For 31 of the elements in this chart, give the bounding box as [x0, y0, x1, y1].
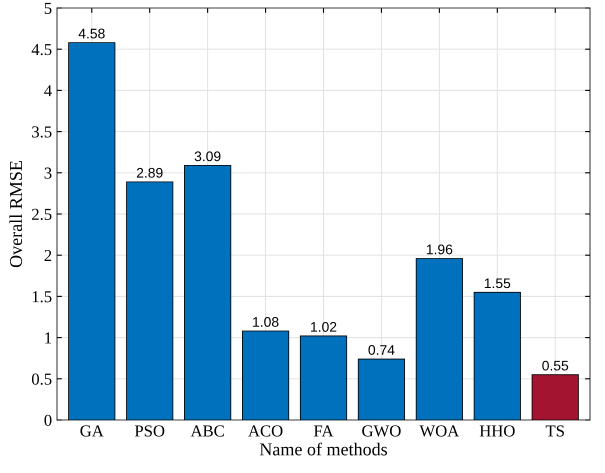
y-tick-label: 3 [44, 168, 52, 179]
data-label: 2.89 [136, 168, 163, 178]
x-tick-label: GWO [362, 425, 401, 437]
data-label: 1.55 [484, 278, 510, 288]
y-tick-label: 1.5 [32, 291, 52, 302]
y-tick-label: 1 [45, 332, 52, 344]
x-tick-label: ACO [248, 425, 282, 437]
data-label: 1.02 [311, 322, 336, 332]
y-tick-label: 4 [44, 85, 52, 96]
y-tick-label: 0.5 [32, 374, 52, 385]
y-tick-label: 2 [44, 250, 52, 261]
data-label: 1.08 [253, 317, 278, 327]
x-tick-label: HHO [480, 425, 515, 437]
y-axis-title: Overall RMSE [9, 160, 22, 268]
x-tick-label: PSO [134, 425, 164, 437]
y-tick-label: 4.5 [32, 44, 52, 56]
x-tick-label: TS [546, 425, 564, 437]
x-tick-label: WOA [419, 425, 460, 437]
data-label: 4.58 [78, 28, 105, 38]
data-label: 0.74 [368, 345, 395, 355]
y-tick-label: 0 [44, 414, 52, 426]
y-tick-label: 3.5 [32, 126, 52, 138]
y-tick-label: 2.5 [32, 208, 52, 220]
x-tick-label: ABC [190, 425, 224, 437]
data-label: 0.55 [542, 360, 568, 371]
x-axis-title: Name of methods [260, 442, 388, 456]
x-tick-label: GA [80, 425, 104, 437]
data-label: 3.09 [194, 151, 220, 162]
y-tick-label: 5 [44, 2, 52, 14]
x-tick-label: FA [314, 425, 334, 436]
data-label: 1.96 [426, 244, 452, 254]
